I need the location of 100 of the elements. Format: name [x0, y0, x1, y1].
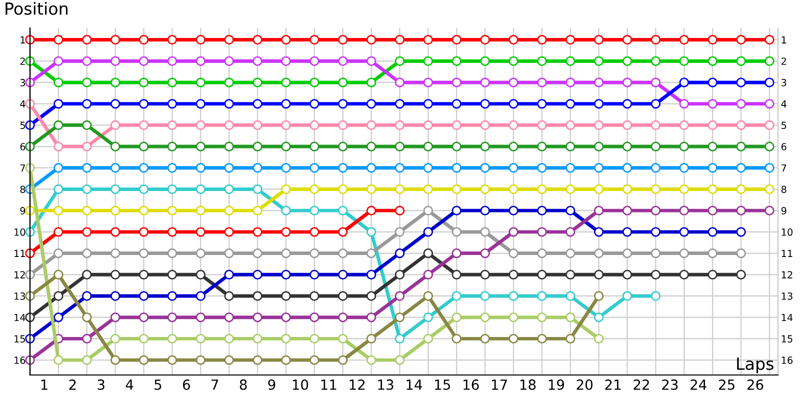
- point: [708, 206, 718, 216]
- point: [650, 163, 661, 173]
- point: [167, 206, 178, 216]
- x-tick-label: 4: [126, 380, 134, 390]
- point: [622, 98, 632, 109]
- y2-tick-label: 7: [782, 164, 786, 172]
- point: [196, 248, 206, 258]
- point: [196, 184, 206, 194]
- y-tick-label: 1: [20, 36, 25, 44]
- point: [196, 56, 206, 66]
- point: [452, 163, 462, 173]
- point: [566, 142, 576, 152]
- point: [650, 98, 661, 109]
- y2-tick-label: 12: [782, 271, 792, 278]
- point: [708, 142, 718, 152]
- point: [196, 312, 206, 322]
- point: [566, 78, 576, 88]
- point: [537, 34, 547, 45]
- point: [594, 78, 604, 88]
- point: [480, 98, 490, 109]
- point: [736, 206, 746, 216]
- point: [423, 142, 434, 152]
- y2-tick-label: 6: [781, 142, 786, 150]
- point: [224, 291, 234, 301]
- point: [167, 312, 178, 322]
- point: [394, 334, 405, 344]
- point: [394, 312, 405, 322]
- point: [310, 163, 320, 173]
- point: [764, 34, 774, 45]
- point: [252, 312, 262, 322]
- point: [138, 248, 149, 258]
- point: [537, 78, 547, 88]
- point: [281, 98, 291, 109]
- point: [679, 163, 690, 173]
- point: [394, 120, 405, 130]
- point: [281, 142, 291, 152]
- point: [394, 34, 405, 45]
- y2-tick-label: 16: [782, 356, 793, 364]
- y-tick-label: 13: [14, 292, 26, 300]
- point: [452, 227, 462, 237]
- point: [394, 163, 405, 173]
- point: [508, 248, 518, 258]
- point: [138, 227, 149, 237]
- point: [508, 206, 518, 216]
- x-tick-label: 11: [321, 380, 336, 390]
- point: [622, 248, 632, 258]
- point: [281, 227, 291, 237]
- point: [310, 98, 320, 109]
- point: [224, 227, 234, 237]
- point: [566, 184, 576, 194]
- point: [650, 206, 661, 216]
- x-tick-label: 19: [548, 379, 564, 390]
- point: [394, 56, 405, 66]
- x-tick-label: 7: [212, 380, 218, 390]
- point: [110, 34, 120, 45]
- point: [338, 355, 348, 365]
- point: [281, 248, 291, 258]
- point: [480, 312, 490, 322]
- point: [708, 227, 718, 237]
- y2-tick-label: 10: [782, 228, 793, 236]
- point: [338, 142, 348, 152]
- point: [138, 312, 149, 322]
- point: [736, 142, 746, 152]
- point: [310, 142, 320, 152]
- point: [594, 56, 604, 66]
- point: [281, 120, 291, 130]
- point: [252, 206, 262, 216]
- point: [82, 227, 92, 237]
- y-tick-label: 7: [20, 164, 25, 172]
- point: [281, 78, 291, 88]
- point: [736, 98, 746, 109]
- point: [110, 270, 120, 280]
- point: [366, 355, 376, 365]
- point: [310, 78, 320, 88]
- point: [54, 184, 64, 194]
- point: [594, 270, 604, 280]
- point: [196, 98, 206, 109]
- point: [764, 98, 774, 109]
- point: [650, 142, 661, 152]
- point: [594, 184, 604, 194]
- point: [708, 270, 718, 280]
- point: [679, 142, 690, 152]
- point: [82, 206, 92, 216]
- point: [252, 120, 262, 130]
- y2-tick-label: 13: [782, 292, 792, 300]
- point: [338, 78, 348, 88]
- point: [708, 56, 718, 66]
- point: [82, 56, 92, 66]
- point: [566, 312, 576, 322]
- point: [736, 56, 746, 66]
- point: [224, 184, 234, 194]
- point: [736, 248, 746, 258]
- y2-tick-label: 15: [782, 335, 792, 343]
- point: [764, 142, 774, 152]
- point: [537, 248, 547, 258]
- point: [338, 334, 348, 344]
- point: [167, 248, 178, 258]
- point: [679, 248, 690, 258]
- point: [764, 56, 774, 66]
- point: [622, 291, 632, 301]
